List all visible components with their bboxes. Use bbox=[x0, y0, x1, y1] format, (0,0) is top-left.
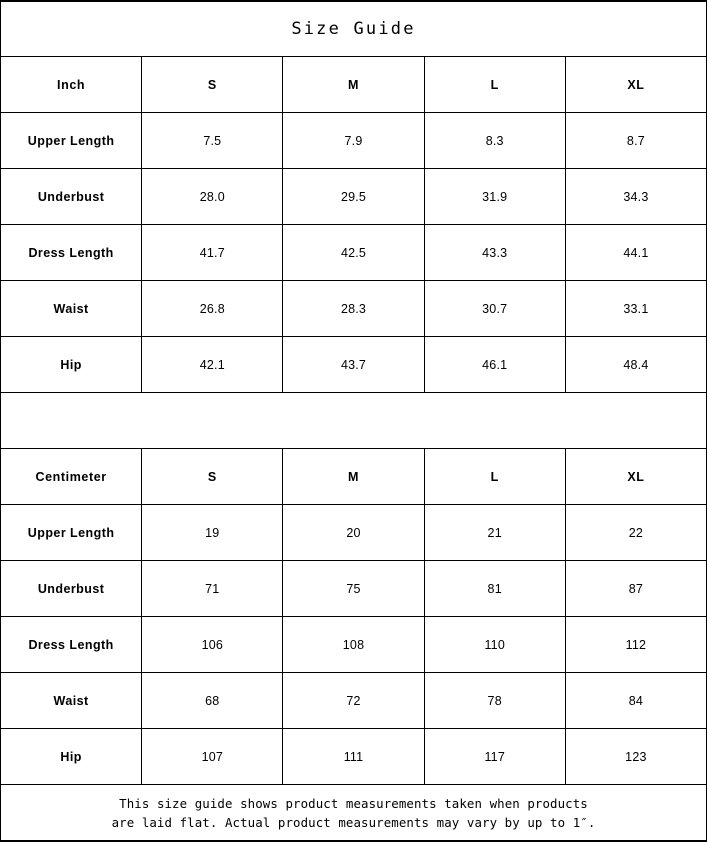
table-row: Dress Length 41.7 42.5 43.3 44.1 bbox=[1, 225, 706, 281]
cell-value: 107 bbox=[142, 729, 284, 784]
cell-value: 8.3 bbox=[425, 113, 566, 168]
cell-value: 31.9 bbox=[425, 169, 566, 224]
table-row: Hip 107 111 117 123 bbox=[1, 729, 706, 785]
disclaimer-line-2: are laid flat. Actual product measuremen… bbox=[111, 814, 596, 830]
cell-value: 22 bbox=[628, 525, 644, 540]
table-row: Hip 42.1 43.7 46.1 48.4 bbox=[1, 337, 706, 393]
cell-value: 33.1 bbox=[623, 301, 649, 316]
cell-value: 46.1 bbox=[425, 337, 566, 392]
cell-value: 29.5 bbox=[283, 169, 425, 224]
cell-value: 28.0 bbox=[142, 169, 284, 224]
row-label: Dress Length bbox=[1, 617, 143, 672]
cell-value: 84 bbox=[628, 693, 644, 708]
size-header-l: L bbox=[425, 449, 566, 504]
cell-value: 78 bbox=[425, 673, 566, 728]
cell-value: 108 bbox=[283, 617, 425, 672]
cell-value: 7.5 bbox=[142, 113, 284, 168]
cell-value: 28.3 bbox=[283, 281, 425, 336]
table-row: Underbust 71 75 81 87 bbox=[1, 561, 706, 617]
cell-value: 43.7 bbox=[283, 337, 425, 392]
cell-value: 43.3 bbox=[425, 225, 566, 280]
cell-value: 19 bbox=[142, 505, 284, 560]
unit-header-inch: Inch bbox=[1, 57, 143, 112]
cell-value: 117 bbox=[425, 729, 566, 784]
cell-value: 110 bbox=[425, 617, 566, 672]
cell-value: 41.7 bbox=[142, 225, 284, 280]
row-label: Underbust bbox=[1, 561, 143, 616]
row-label: Upper Length bbox=[1, 505, 143, 560]
cell-value: 68 bbox=[142, 673, 284, 728]
disclaimer-line-1: This size guide shows product measuremen… bbox=[119, 795, 588, 811]
disclaimer-note: This size guide shows product measuremen… bbox=[1, 785, 706, 840]
cell-value: 123 bbox=[625, 749, 647, 764]
size-header-m: M bbox=[283, 449, 425, 504]
cell-value: 112 bbox=[625, 637, 647, 652]
row-label: Dress Length bbox=[1, 225, 143, 280]
cell-value: 21 bbox=[425, 505, 566, 560]
cell-value: 30.7 bbox=[425, 281, 566, 336]
cell-value: 34.3 bbox=[623, 189, 649, 204]
cell-value: 87 bbox=[628, 581, 644, 596]
table-header-row-inch: Inch S M L XL bbox=[1, 57, 706, 113]
table-row: Waist 26.8 28.3 30.7 33.1 bbox=[1, 281, 706, 337]
row-label: Waist bbox=[1, 673, 143, 728]
size-header-s: S bbox=[142, 449, 284, 504]
row-label: Hip bbox=[1, 729, 143, 784]
table-row: Upper Length 19 20 21 22 bbox=[1, 505, 706, 561]
cell-value: 42.1 bbox=[142, 337, 284, 392]
row-label: Waist bbox=[1, 281, 143, 336]
section-separator-row bbox=[1, 393, 706, 449]
cell-value: 7.9 bbox=[283, 113, 425, 168]
table-row: Waist 68 72 78 84 bbox=[1, 673, 706, 729]
cell-value: 71 bbox=[142, 561, 284, 616]
row-label: Upper Length bbox=[1, 113, 143, 168]
size-header-s: S bbox=[142, 57, 284, 112]
cell-value: 48.4 bbox=[623, 357, 649, 372]
unit-header-centimeter: Centimeter bbox=[1, 449, 143, 504]
row-label: Hip bbox=[1, 337, 143, 392]
size-header-xl: XL bbox=[627, 469, 645, 484]
cell-value: 75 bbox=[283, 561, 425, 616]
cell-value: 8.7 bbox=[626, 133, 645, 148]
title-row: Size Guide bbox=[1, 2, 706, 57]
cell-value: 72 bbox=[283, 673, 425, 728]
cell-value: 111 bbox=[283, 729, 425, 784]
cell-value: 26.8 bbox=[142, 281, 284, 336]
cell-value: 106 bbox=[142, 617, 284, 672]
size-header-l: L bbox=[425, 57, 566, 112]
table-row: Dress Length 106 108 110 112 bbox=[1, 617, 706, 673]
cell-value: 44.1 bbox=[623, 245, 649, 260]
table-row: Underbust 28.0 29.5 31.9 34.3 bbox=[1, 169, 706, 225]
size-header-xl: XL bbox=[627, 77, 645, 92]
table-header-row-centimeter: Centimeter S M L XL bbox=[1, 449, 706, 505]
row-label: Underbust bbox=[1, 169, 143, 224]
page-title: Size Guide bbox=[291, 19, 416, 39]
cell-value: 20 bbox=[283, 505, 425, 560]
size-header-m: M bbox=[283, 57, 425, 112]
cell-value: 81 bbox=[425, 561, 566, 616]
cell-value: 42.5 bbox=[283, 225, 425, 280]
table-row: Upper Length 7.5 7.9 8.3 8.7 bbox=[1, 113, 706, 169]
